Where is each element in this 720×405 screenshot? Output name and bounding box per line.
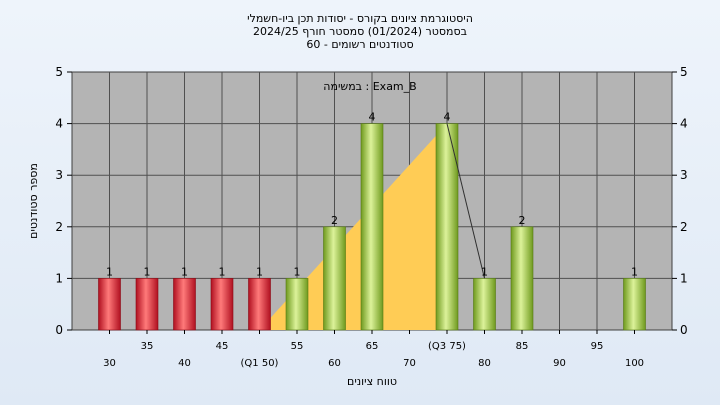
- bar-value-label: 4: [444, 111, 451, 124]
- bar-value-label: 1: [256, 265, 263, 278]
- y-tick-label-left: 4: [55, 117, 63, 131]
- y-tick-label-right: 4: [680, 117, 688, 131]
- y-tick-label-left: 1: [55, 271, 63, 285]
- x-tick-label: 65: [366, 341, 379, 352]
- x-tick-label: 40: [178, 358, 191, 369]
- bar-value-label: 1: [144, 265, 151, 278]
- x-tick-label: 80: [478, 358, 491, 369]
- y-tick-label-right: 1: [680, 271, 688, 285]
- bar-value-label: 2: [331, 214, 338, 227]
- x-tick-label: 55: [291, 341, 304, 352]
- y-tick-label-left: 0: [55, 323, 63, 337]
- chart-title-line-2: בסמסטר (01/2024) סמסטר חורף 2024/25: [253, 25, 467, 38]
- bar-label-layer: 1 1 1 1 1 1 2 4 4 1 2 1: [106, 111, 638, 279]
- x-tick-label: 35: [141, 341, 154, 352]
- y-tick-label-left: 5: [55, 65, 63, 79]
- x-tick-label: 70: [403, 358, 416, 369]
- y-tick-label-left: 3: [55, 168, 63, 182]
- bar-value-label: 1: [631, 265, 638, 278]
- x-tick-label: 85: [516, 341, 529, 352]
- histogram-bar: [510, 226, 534, 331]
- bar-value-label: 2: [519, 214, 526, 227]
- x-tick-label: 60: [328, 358, 341, 369]
- y-axis-title: מספר סטודנטים: [27, 163, 40, 239]
- x-tick-label: (Q3 75): [428, 341, 466, 352]
- bar-value-label: 4: [369, 111, 376, 124]
- histogram-bar: [323, 226, 346, 331]
- y-tick-label-right: 2: [680, 220, 688, 234]
- x-tick-label: 95: [591, 341, 604, 352]
- x-tick-label: 100: [625, 358, 644, 369]
- histogram-bar: [623, 278, 646, 331]
- annotation-text: במשימה : Exam_B: [323, 80, 416, 93]
- histogram-bar: [248, 278, 271, 331]
- y-tick-label-left: 2: [55, 220, 63, 234]
- histogram-bar: [173, 278, 196, 331]
- x-tick-label: (Q1 50): [241, 358, 279, 369]
- histogram-bar: [473, 278, 496, 331]
- trend-line: [446, 123, 485, 279]
- histogram-bar: [135, 278, 159, 331]
- histogram-bar: [285, 278, 309, 331]
- histogram-bar: [98, 278, 121, 331]
- bar-value-label: 1: [219, 265, 226, 278]
- y-tick-label-right: 0: [680, 323, 688, 337]
- bar-layer: [98, 123, 646, 331]
- x-tick-label: 45: [216, 341, 229, 352]
- line-layer: [446, 123, 485, 279]
- histogram-bar: [210, 278, 234, 331]
- x-tick-label: 30: [103, 358, 116, 369]
- chart-title-line-3: סטודנטים רשומים - 60: [306, 38, 413, 51]
- y-tick-label-right: 5: [680, 65, 688, 79]
- x-axis-title: טווח ציונים: [347, 375, 397, 388]
- bar-value-label: 1: [181, 265, 188, 278]
- histogram-bar: [360, 123, 384, 331]
- area-layer: [259, 123, 447, 330]
- area-shape: [259, 123, 447, 330]
- bar-value-label: 1: [481, 265, 488, 278]
- y-tick-label-right: 3: [680, 168, 688, 182]
- bar-value-label: 1: [294, 265, 301, 278]
- x-tick-label: 90: [553, 358, 566, 369]
- bar-value-label: 1: [106, 265, 113, 278]
- chart-title-line-1: היסטוגרמת ציונים בקורס - יסודות תכן ביו-…: [247, 12, 473, 25]
